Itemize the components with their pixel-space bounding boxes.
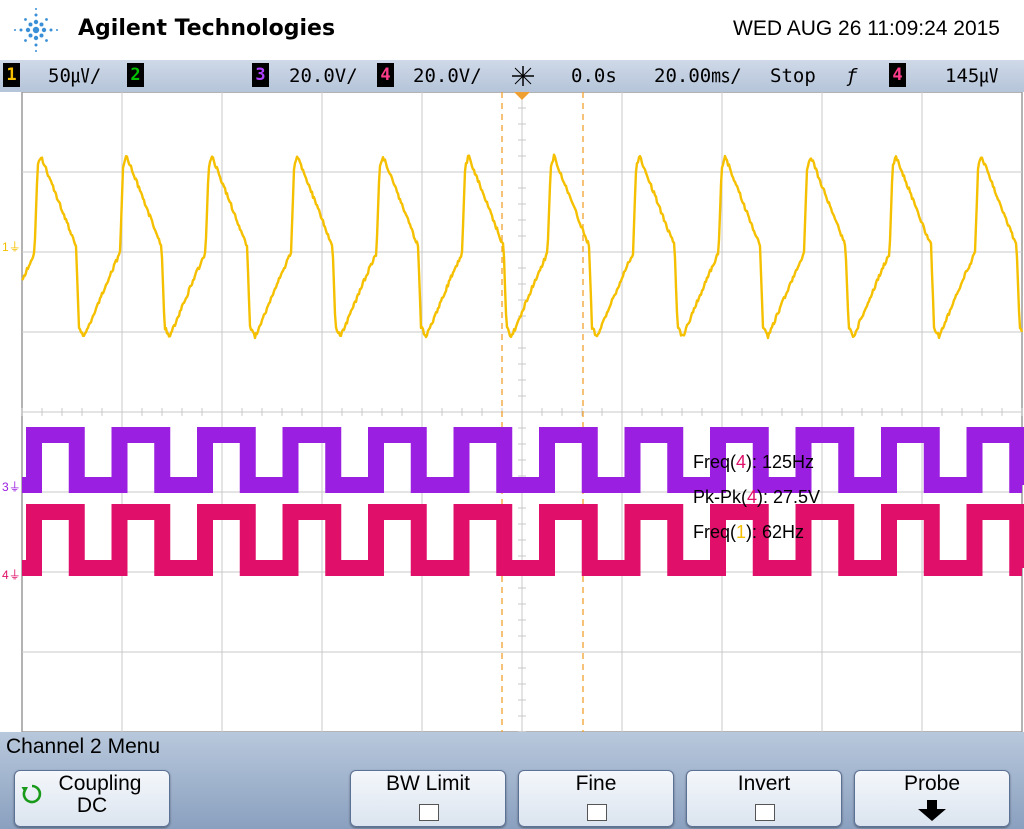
graticule [21,92,1023,732]
agilent-spark-icon [14,8,58,52]
ch1-ground-marker[interactable]: 1⏚ [2,238,21,255]
ground-icon: ⏚ [8,568,21,582]
delay-icon [512,66,534,86]
softkey-menu: Channel 2 Menu Coupling DC BW Limit Fine… [0,732,1024,829]
trigger-level: 145㎶ [945,65,999,87]
status-bar: 1 50㎶/ 2 3 20.0V/ 4 20.0V/ 0.0s 20.00㎳/ … [0,60,1024,93]
trigger-source-badge[interactable]: 4 [889,63,906,87]
ground-icon: ⏚ [8,240,21,254]
submenu-arrow-icon [918,800,946,821]
measure-label: Pk-Pk( [693,487,747,507]
ch3-badge[interactable]: 3 [252,63,269,87]
scope-screen: 1⏚ 3⏚ 4⏚ Freq(4): 125Hz Pk-Pk(4): 27.5V … [0,92,1024,732]
ch4-waveform [22,504,1024,576]
ch4-marker-label: 4 [2,568,9,582]
ch1-marker-label: 1 [2,240,9,254]
fine-softkey[interactable]: Fine [518,770,674,827]
measure-channel: 4 [747,487,758,507]
ch3-ground-marker[interactable]: 3⏚ [2,478,21,495]
ch3-scale: 20.0V/ [289,65,358,87]
measurement-pkpk-ch4: Pk-Pk(4): 27.5V [693,487,820,508]
measure-label: Freq( [693,522,737,542]
ch4-scale: 20.0V/ [413,65,482,87]
coupling-softkey[interactable]: Coupling DC [14,770,170,827]
ch1-scale: 50㎶/ [48,65,102,87]
bw-limit-checkbox[interactable] [419,804,439,821]
menu-title: Channel 2 Menu [6,735,161,758]
ch4-ground-marker[interactable]: 4⏚ [2,566,21,583]
measure-value: ): 125Hz [746,452,815,472]
date-time: WED AUG 26 11:09:24 2015 [733,17,1000,40]
invert-label: Invert [737,772,791,795]
measurement-freq-ch1: Freq(1): 62Hz [693,522,804,543]
fine-checkbox[interactable] [587,804,607,821]
trigger-position-marker [514,92,530,100]
measure-value: ): 27.5V [757,487,821,507]
measure-channel: 4 [736,452,747,472]
trigger-edge-icon: ƒ [846,65,858,87]
measure-value: ): 62Hz [746,522,805,542]
timebase-value: 20.00㎳/ [654,65,742,87]
fine-label: Fine [575,772,617,795]
coupling-value: DC [76,794,108,817]
ch2-badge[interactable]: 2 [127,63,144,87]
ch1-badge[interactable]: 1 [3,63,20,87]
invert-checkbox[interactable] [755,804,775,821]
rotate-knob-icon [21,784,42,804]
probe-softkey[interactable]: Probe [854,770,1010,827]
waveform-display [21,92,1024,732]
ch1-waveform [21,153,1024,340]
run-state[interactable]: Stop [770,65,816,87]
measure-label: Freq( [693,452,737,472]
waveforms [21,153,1024,576]
measure-channel: 1 [736,522,747,542]
probe-label: Probe [903,772,961,795]
ground-icon: ⏚ [8,480,21,494]
delay-value: 0.0s [571,65,617,87]
bw-limit-label: BW Limit [386,772,470,795]
ch3-marker-label: 3 [2,480,9,494]
bw-limit-softkey[interactable]: BW Limit [350,770,506,827]
brand-name: Agilent Technologies [78,16,336,41]
measurement-freq-ch4: Freq(4): 125Hz [693,452,814,473]
ch4-badge[interactable]: 4 [377,63,394,87]
time-cursors [501,92,584,732]
ch3-waveform [22,427,1024,493]
invert-softkey[interactable]: Invert [686,770,842,827]
title-bar: Agilent Technologies WED AUG 26 11:09:24… [0,0,1024,60]
coupling-label: Coupling [58,772,142,795]
